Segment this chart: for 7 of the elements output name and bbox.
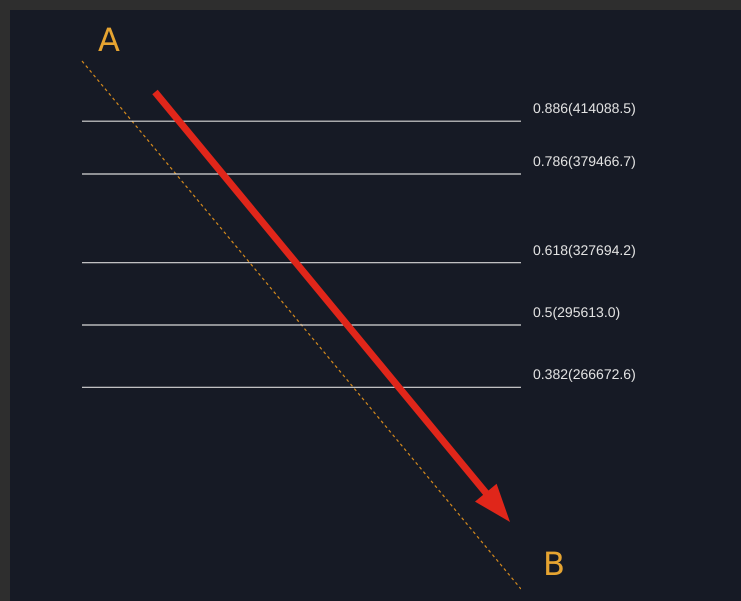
ref-line-label: 0.382(266672.6) [533, 366, 636, 382]
ref-line-label: 0.886(414088.5) [533, 100, 636, 116]
ref-line-label: 0.5(295613.0) [533, 304, 620, 320]
text: A [98, 21, 120, 59]
ref-line-label: 0.618(327694.2) [533, 242, 636, 258]
ref-line-label: 0.786(379466.7) [533, 153, 636, 169]
annotation: B [543, 545, 565, 583]
